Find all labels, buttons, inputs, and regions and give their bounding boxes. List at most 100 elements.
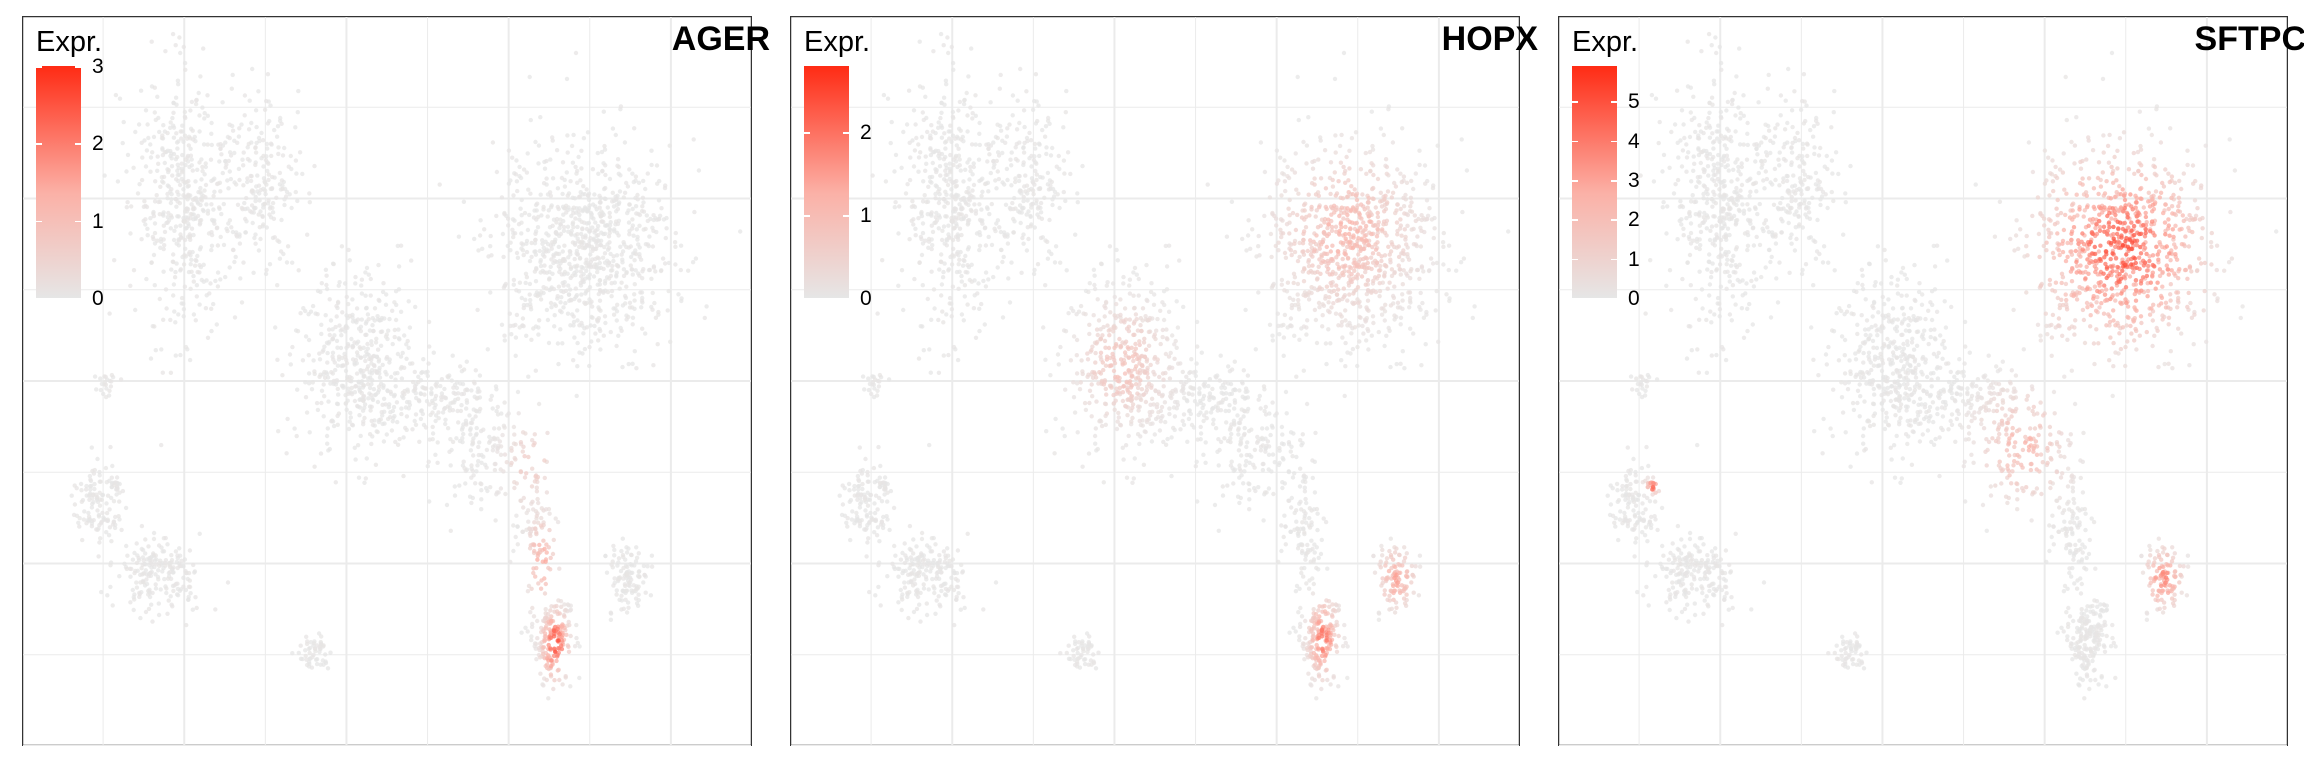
cell-point xyxy=(854,518,859,524)
cell-point xyxy=(1266,452,1272,457)
cell-point xyxy=(892,543,897,549)
cell-point xyxy=(1086,451,1092,456)
cell-point xyxy=(956,591,961,596)
cell-point xyxy=(125,152,131,158)
cell-point xyxy=(187,235,192,240)
cell-point xyxy=(1300,432,1305,437)
cell-point xyxy=(274,195,279,200)
cell-point xyxy=(1104,283,1109,288)
cell-point xyxy=(1417,553,1423,558)
cell-point xyxy=(618,244,623,249)
cell-point xyxy=(1018,188,1024,194)
cell-point xyxy=(1304,332,1309,337)
cell-point xyxy=(547,527,552,533)
cell-point xyxy=(1032,225,1037,230)
cell-point xyxy=(86,514,92,519)
cell-point xyxy=(1212,502,1218,508)
cell-point xyxy=(473,481,478,486)
cell-point xyxy=(611,312,617,317)
cell-point xyxy=(582,205,588,210)
cell-point xyxy=(551,634,557,639)
cell-point xyxy=(171,259,176,265)
cell-point xyxy=(973,335,979,340)
cell-point xyxy=(155,94,160,100)
cell-point xyxy=(1266,444,1272,449)
cell-point xyxy=(298,311,303,316)
cell-point xyxy=(938,583,944,589)
cell-point xyxy=(924,568,929,573)
cell-point xyxy=(306,371,312,376)
cell-point xyxy=(1036,204,1041,210)
cell-point xyxy=(991,140,996,145)
cell-point xyxy=(925,296,930,302)
cell-point xyxy=(511,548,516,554)
cell-point xyxy=(519,213,524,218)
cell-point xyxy=(97,503,103,508)
cell-point xyxy=(571,211,576,216)
cell-point xyxy=(168,200,174,206)
cell-point xyxy=(522,475,528,480)
cell-point xyxy=(617,286,622,291)
cell-point xyxy=(544,490,550,495)
cell-point xyxy=(920,283,925,288)
cell-point xyxy=(362,374,367,379)
cell-point xyxy=(498,444,504,449)
cell-point xyxy=(175,189,180,194)
cell-point xyxy=(426,459,431,464)
cell-point xyxy=(544,677,549,683)
cell-point xyxy=(538,297,544,302)
cell-point xyxy=(862,497,868,502)
cell-point xyxy=(614,196,619,202)
cell-point xyxy=(1075,650,1080,656)
cell-point xyxy=(930,129,936,134)
cell-point xyxy=(1279,441,1285,446)
cell-point xyxy=(557,611,562,616)
cell-point xyxy=(573,216,578,221)
cell-point xyxy=(454,385,460,391)
cell-point xyxy=(855,497,860,502)
cell-point xyxy=(533,139,538,145)
cell-point xyxy=(1052,451,1057,456)
cell-point xyxy=(437,182,442,187)
cell-point xyxy=(1181,422,1187,427)
cell-point xyxy=(993,580,999,585)
cell-point xyxy=(1093,441,1098,446)
cell-point xyxy=(1310,458,1315,463)
cell-point xyxy=(521,305,526,311)
cell-point xyxy=(104,518,110,523)
cell-point xyxy=(1204,416,1209,421)
cell-point xyxy=(1447,298,1452,304)
cell-point xyxy=(549,305,554,310)
cell-point xyxy=(1181,304,1186,310)
cell-point xyxy=(1201,418,1206,424)
cell-point xyxy=(168,594,173,599)
cell-point xyxy=(1228,425,1233,430)
cell-point xyxy=(1211,417,1216,422)
cell-point xyxy=(331,423,337,429)
cell-point xyxy=(203,195,208,200)
cell-point xyxy=(969,46,974,51)
cell-point xyxy=(307,645,313,651)
cell-point xyxy=(272,235,277,240)
cell-point xyxy=(1166,309,1172,314)
cell-point xyxy=(970,116,975,121)
cell-point xyxy=(1243,389,1248,394)
cell-point xyxy=(511,193,516,198)
cell-point xyxy=(384,432,389,437)
cell-point xyxy=(859,518,864,523)
cell-point xyxy=(247,98,252,103)
cell-point xyxy=(160,549,165,554)
cell-point xyxy=(205,113,210,119)
cell-point xyxy=(1049,179,1054,185)
cell-point xyxy=(458,381,463,386)
cell-point xyxy=(597,278,603,283)
cell-point xyxy=(1241,481,1246,486)
cell-point xyxy=(535,201,540,206)
cell-point xyxy=(1247,488,1252,493)
cell-point xyxy=(885,481,890,487)
cell-point xyxy=(367,370,372,375)
cell-point xyxy=(534,530,539,535)
cell-point xyxy=(991,274,996,280)
cell-point xyxy=(528,610,533,615)
cell-point xyxy=(1241,368,1246,373)
